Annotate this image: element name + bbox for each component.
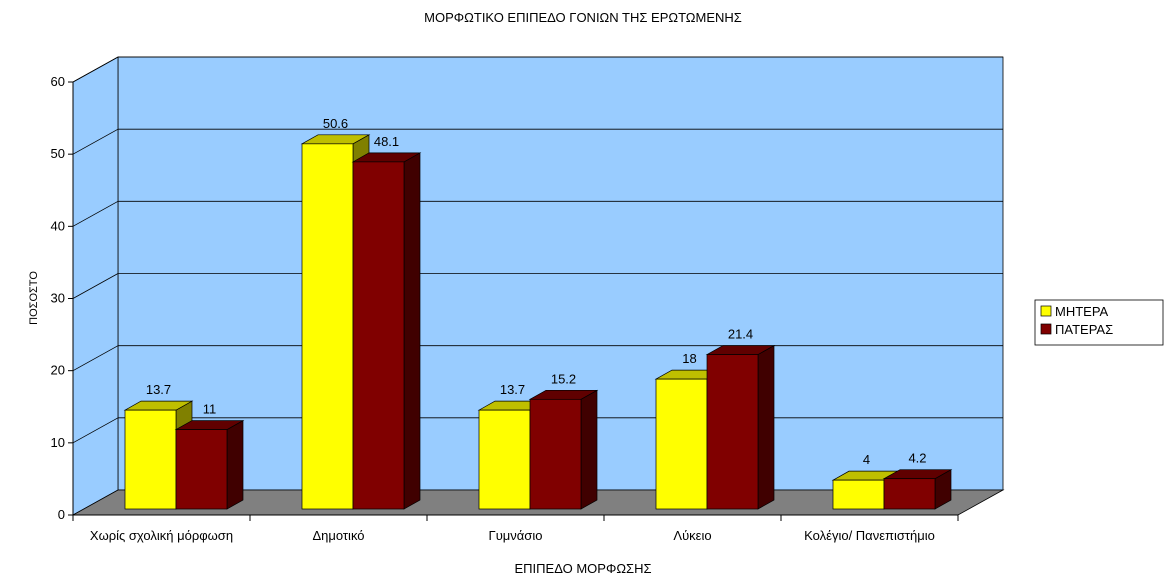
x-tick-label: Κολέγιο/ Πανεπιστήμιο bbox=[804, 528, 935, 543]
bar-side bbox=[403, 152, 421, 510]
legend-swatch bbox=[1040, 305, 1052, 317]
bar bbox=[882, 469, 953, 510]
y-tick-label: 50 bbox=[51, 146, 65, 161]
y-tick-label: 10 bbox=[51, 435, 65, 450]
grid-line-side bbox=[72, 56, 119, 83]
bar-front bbox=[175, 429, 228, 510]
data-label: 4.2 bbox=[908, 451, 926, 466]
bar bbox=[351, 152, 422, 510]
grid-line-side bbox=[72, 273, 119, 299]
chart-title: ΜΟΡΦΩΤΙΚΟ ΕΠΙΠΕΔΟ ΓΟΝΙΩΝ ΤΗΣ ΕΡΩΤΩΜΕΝΗΣ bbox=[424, 10, 742, 25]
bar-front bbox=[883, 478, 936, 510]
bar-front bbox=[832, 479, 885, 510]
x-tick-label: Χωρίς σχολική μόρφωση bbox=[89, 528, 234, 543]
bar-front bbox=[352, 161, 405, 510]
bar-front bbox=[301, 143, 354, 510]
legend-label: ΜΗΤΕΡΑ bbox=[1055, 304, 1109, 319]
bar-front bbox=[655, 378, 708, 510]
legend-swatch bbox=[1040, 323, 1052, 335]
bar bbox=[528, 389, 599, 510]
grid-line-side bbox=[72, 345, 119, 372]
grid-line-side bbox=[72, 200, 119, 227]
x-axis-label: ΕΠΙΠΕΔΟ ΜΟΡΦΩΣΗΣ bbox=[514, 561, 651, 576]
grid-line-side bbox=[72, 128, 119, 155]
data-label: 50.6 bbox=[323, 116, 348, 131]
y-axis-label: ΠΟΣΟΣΤΟ bbox=[28, 271, 40, 325]
y-tick-label: 30 bbox=[51, 291, 65, 306]
legend-box bbox=[1034, 299, 1164, 346]
data-label: 18 bbox=[682, 351, 696, 366]
bar-front bbox=[124, 409, 177, 510]
data-label: 11 bbox=[203, 402, 217, 417]
y-tick-label: 40 bbox=[51, 218, 65, 233]
y-tick-label: 60 bbox=[51, 74, 65, 89]
x-tick-label: Λύκειο bbox=[673, 528, 712, 543]
legend-label: ΠΑΤΕΡΑΣ bbox=[1055, 322, 1113, 337]
bar-front bbox=[478, 409, 531, 510]
grid-line-side bbox=[72, 417, 119, 444]
y-tick-label: 20 bbox=[51, 363, 65, 378]
data-label: 15.2 bbox=[551, 371, 576, 386]
bar-front bbox=[706, 354, 759, 510]
bar-front bbox=[529, 398, 582, 510]
y-tick-label: 0 bbox=[58, 507, 65, 522]
bar bbox=[705, 344, 776, 510]
bar bbox=[174, 420, 245, 510]
data-label: 21.4 bbox=[728, 327, 753, 342]
bar-side bbox=[226, 420, 244, 510]
data-label: 13.7 bbox=[146, 382, 171, 397]
bar-side bbox=[580, 389, 598, 510]
data-label: 48.1 bbox=[374, 134, 399, 149]
x-tick-label: Γυμνάσιο bbox=[488, 528, 543, 543]
data-label: 13.7 bbox=[500, 382, 525, 397]
x-tick-label: Δημοτικό bbox=[312, 528, 365, 543]
bar-side bbox=[757, 344, 775, 510]
data-label: 4 bbox=[863, 452, 870, 467]
